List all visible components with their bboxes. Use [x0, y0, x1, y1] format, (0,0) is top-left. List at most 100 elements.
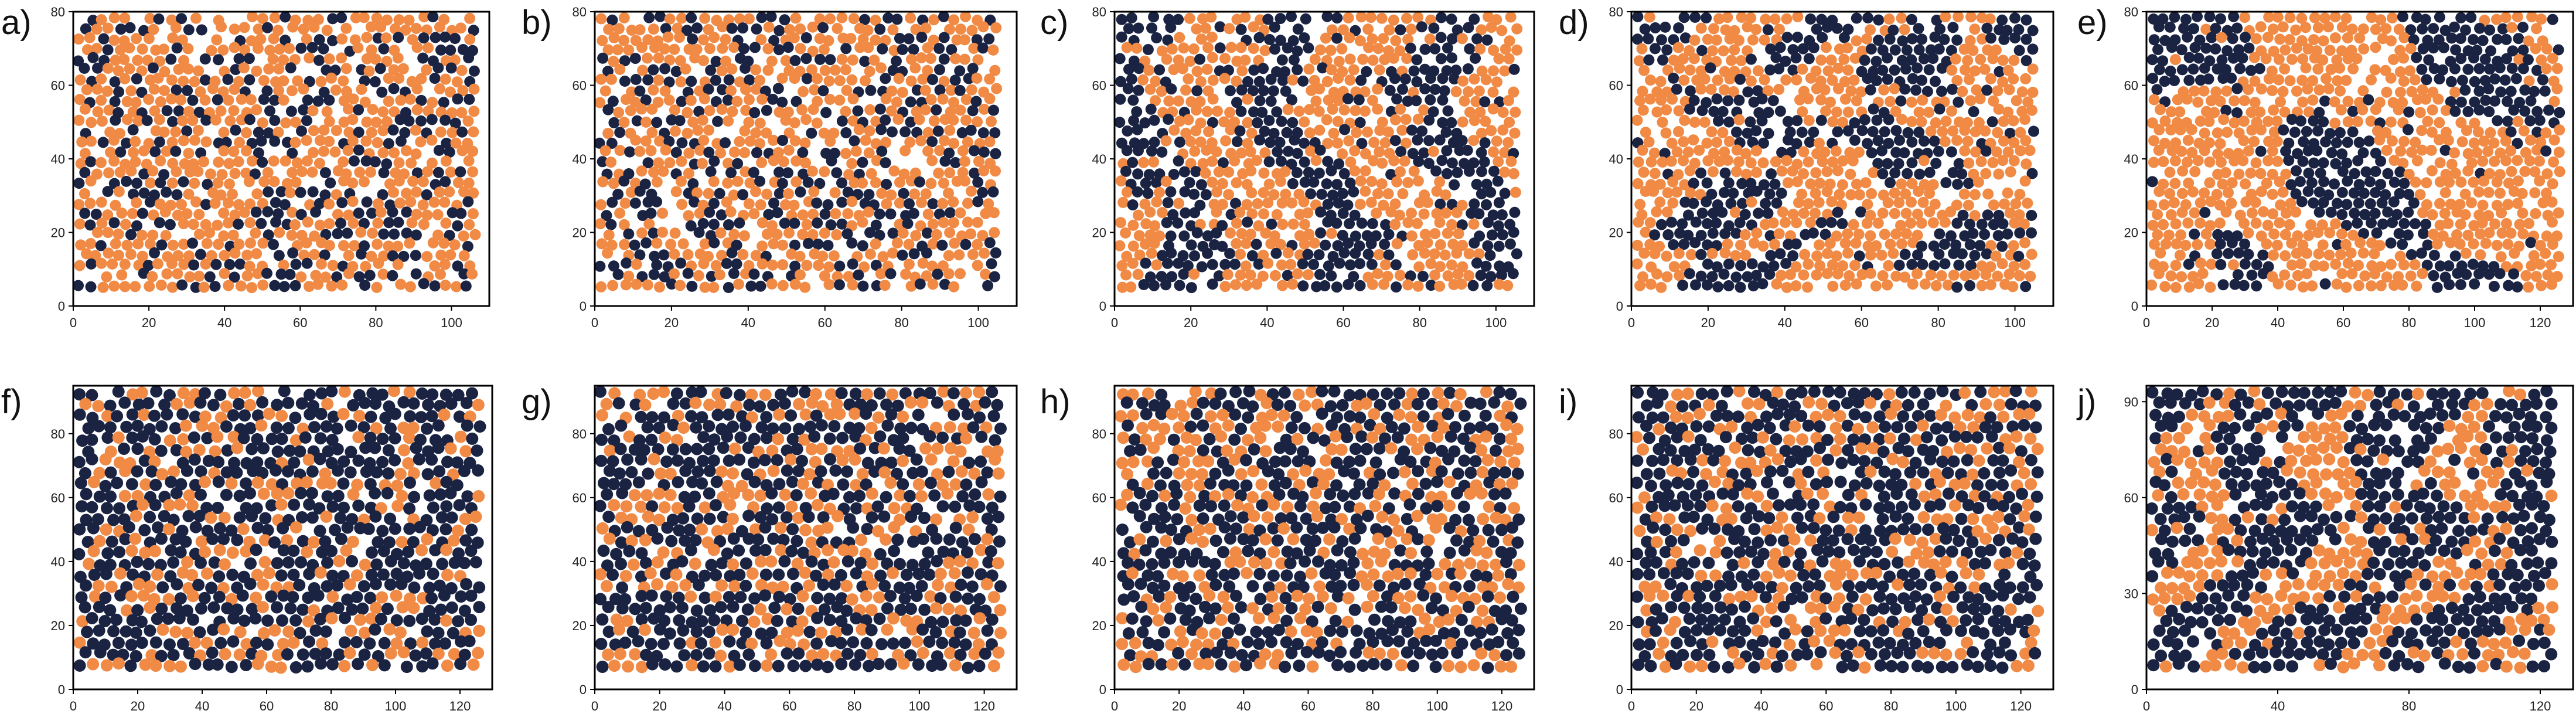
point-species-a: [595, 199, 606, 210]
point-species-a: [193, 444, 206, 457]
point-species-b: [697, 217, 709, 229]
point-species-a: [446, 107, 458, 118]
x-tick-label: 100: [967, 315, 989, 330]
point-species-a: [315, 76, 327, 87]
point-species-a: [472, 490, 485, 502]
point-species-b: [2508, 268, 2520, 280]
point-species-b: [189, 410, 202, 423]
point-species-a: [458, 250, 470, 261]
point-species-a: [2024, 145, 2036, 157]
point-species-a: [323, 240, 335, 251]
point-species-a: [367, 227, 379, 239]
point-species-b: [303, 498, 316, 511]
point-species-a: [427, 97, 438, 108]
point-species-a: [1314, 83, 1326, 95]
point-species-b: [1952, 178, 1964, 190]
point-species-b: [2231, 107, 2243, 118]
point-species-a: [1258, 208, 1269, 220]
point-species-a: [625, 105, 636, 117]
point-species-b: [472, 464, 485, 477]
point-species-a: [1446, 219, 1458, 230]
point-species-b: [2285, 179, 2297, 191]
point-species-b: [2188, 23, 2199, 35]
point-species-b: [2326, 147, 2338, 158]
point-species-a: [2502, 239, 2514, 250]
point-species-a: [306, 166, 318, 178]
point-species-a: [2520, 270, 2532, 281]
point-species-b: [1315, 206, 1327, 218]
point-species-a: [654, 281, 665, 293]
point-species-a: [1137, 74, 1149, 86]
point-species-b: [1997, 218, 2009, 230]
point-species-a: [1911, 268, 1923, 280]
point-species-a: [1367, 55, 1379, 66]
point-species-a: [748, 208, 760, 220]
point-species-a: [1965, 95, 1977, 107]
point-species-b: [233, 489, 246, 502]
point-species-b: [366, 208, 377, 219]
point-species-a: [2434, 134, 2445, 145]
point-species-b: [257, 442, 270, 455]
point-species-b: [1425, 280, 1437, 291]
point-species-b: [154, 559, 167, 572]
point-species-a: [127, 208, 138, 219]
point-species-a: [347, 217, 359, 229]
point-species-a: [404, 93, 416, 105]
point-species-b: [886, 126, 898, 138]
point-species-a: [394, 197, 406, 209]
point-species-a: [1832, 63, 1844, 74]
point-species-a: [1468, 115, 1480, 127]
point-species-a: [199, 94, 211, 106]
point-species-b: [2508, 104, 2520, 116]
point-species-b: [1953, 158, 1965, 169]
point-species-a: [1831, 106, 1842, 118]
point-species-a: [2462, 148, 2474, 159]
point-species-b: [876, 145, 888, 157]
point-species-b: [1979, 229, 1991, 240]
point-species-b: [1262, 13, 1274, 25]
point-species-b: [222, 74, 234, 85]
point-species-a: [2505, 145, 2517, 157]
point-species-b: [774, 25, 785, 36]
point-species-b: [376, 433, 389, 446]
point-species-a: [1865, 249, 1876, 261]
point-species-b: [100, 567, 113, 580]
point-species-a: [2182, 134, 2194, 146]
point-species-a: [1224, 23, 1235, 35]
point-species-b: [836, 218, 848, 230]
point-species-a: [870, 34, 881, 46]
point-species-a: [301, 237, 312, 249]
point-species-b: [2405, 24, 2417, 36]
point-species-a: [798, 86, 809, 97]
point-species-a: [968, 43, 980, 54]
point-species-a: [1350, 105, 1361, 117]
point-species-a: [392, 240, 404, 252]
point-species-a: [2445, 237, 2456, 249]
x-tick-label: 0: [1628, 315, 1635, 330]
point-species-a: [1889, 187, 1900, 199]
point-species-b: [389, 228, 400, 240]
point-species-a: [217, 86, 229, 98]
point-species-b: [352, 499, 365, 512]
point-species-a: [182, 63, 194, 75]
point-species-a: [255, 419, 268, 432]
point-species-a: [352, 42, 364, 53]
point-species-a: [215, 105, 227, 117]
point-species-b: [1939, 239, 1950, 250]
point-species-a: [121, 96, 133, 107]
point-species-a: [341, 86, 353, 97]
point-species-a: [258, 556, 271, 569]
point-species-a: [207, 83, 219, 94]
point-species-a: [393, 157, 405, 169]
point-species-b: [1468, 13, 1480, 25]
point-species-b: [1122, 83, 1134, 94]
point-species-b: [1782, 115, 1794, 127]
point-species-a: [2380, 127, 2392, 138]
point-species-a: [1673, 248, 1685, 259]
point-species-b: [244, 114, 255, 125]
point-species-a: [937, 198, 949, 209]
point-species-b: [1456, 135, 1468, 147]
point-species-b: [1790, 238, 1802, 250]
point-species-b: [188, 259, 200, 271]
point-species-a: [1946, 64, 1958, 76]
